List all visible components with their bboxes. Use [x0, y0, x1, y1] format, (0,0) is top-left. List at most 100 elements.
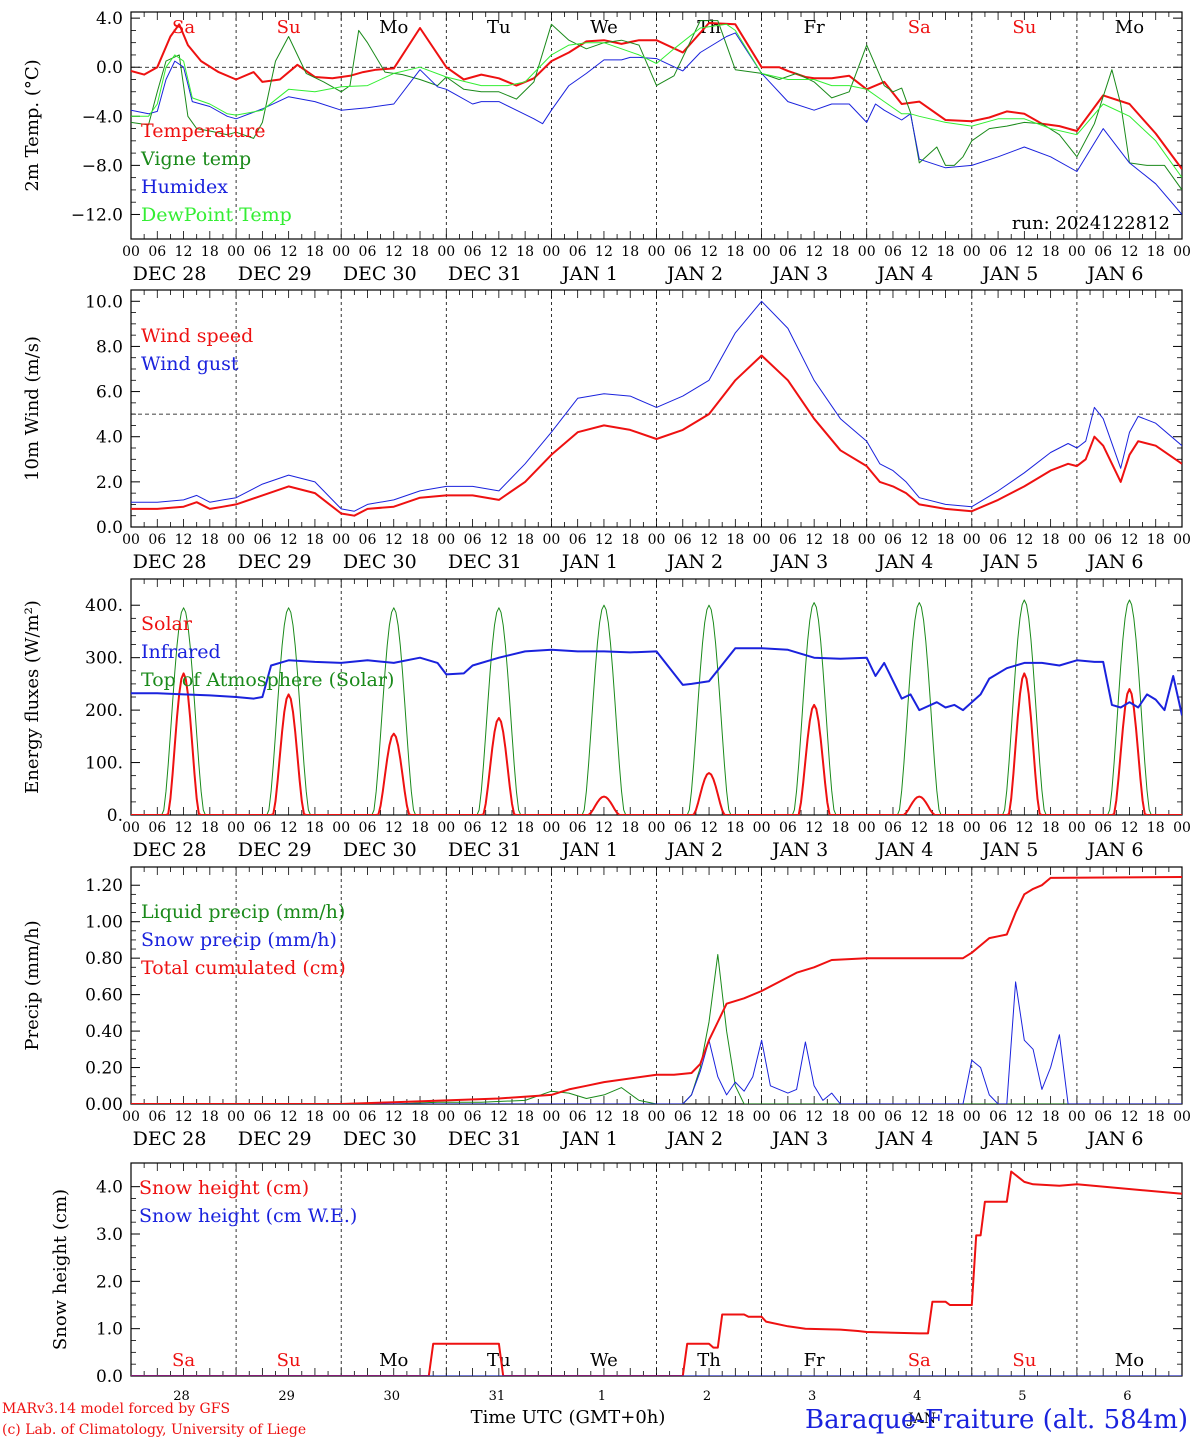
panel-2: 0.0 2.0 4.0 6.0 8.0 10.0 10m Wind (m/s) 00 06 12 1…	[22, 289, 1191, 573]
date-label: JAN 4	[875, 263, 933, 285]
hour-label: 12	[595, 1109, 613, 1125]
hour-label: 06	[148, 1109, 166, 1125]
hour-label: 06	[779, 244, 797, 260]
hour-label: 06	[779, 820, 797, 836]
y-tick-label: 4.0	[96, 428, 123, 448]
hour-label: 00	[648, 244, 666, 260]
hour-label: 12	[490, 532, 508, 548]
hour-label: 18	[726, 1109, 744, 1125]
hour-label: 18	[726, 532, 744, 548]
hour-label: 12	[805, 1109, 823, 1125]
hour-label: 06	[253, 1109, 271, 1125]
hour-label: 06	[779, 532, 797, 548]
y-tick-label: 0.40	[85, 1022, 123, 1042]
date-label: DEC 31	[448, 839, 522, 861]
series-line-1	[131, 954, 1182, 1104]
hour-label: 18	[621, 244, 639, 260]
y-axis-label: Energy fluxes (W/m²)	[22, 600, 43, 794]
y-tick-label: 2.0	[96, 1272, 123, 1292]
day-number-label: 31	[489, 1389, 506, 1404]
hour-label: 06	[674, 244, 692, 260]
hour-label: 06	[464, 532, 482, 548]
y-tick-label: −4.0	[82, 107, 123, 127]
hour-label: 06	[359, 532, 377, 548]
dow-label: Th	[697, 1350, 721, 1371]
hour-label: 12	[175, 820, 193, 836]
dow-label: Sa	[908, 1350, 931, 1371]
hour-label: 00	[858, 244, 876, 260]
dow-label: Mo	[379, 17, 408, 38]
hour-label: 18	[1042, 1109, 1060, 1125]
hour-label: 06	[674, 820, 692, 836]
legend-entry: Snow precip (mm/h)	[141, 929, 337, 951]
dow-label: Mo	[1115, 1350, 1144, 1371]
month-overlay: JAN	[906, 1411, 936, 1427]
hour-label: 06	[464, 244, 482, 260]
hour-label: 00	[963, 820, 981, 836]
hour-label: 12	[1121, 1109, 1139, 1125]
date-label: JAN 2	[665, 1128, 723, 1150]
hour-label: 12	[1015, 532, 1033, 548]
hour-label: 00	[332, 820, 350, 836]
series-group	[131, 300, 1182, 517]
hour-label: 06	[989, 532, 1007, 548]
hour-label: 06	[569, 244, 587, 260]
hour-label: 06	[148, 244, 166, 260]
date-label: JAN 1	[560, 1128, 618, 1150]
y-axis-label: 2m Temp. (°C)	[22, 59, 43, 191]
y-tick-label: 0.00	[85, 1095, 123, 1115]
legend-entry: Infrared	[141, 641, 221, 663]
date-label: DEC 28	[133, 1128, 207, 1150]
date-label: DEC 30	[343, 551, 417, 573]
hour-label: 18	[306, 244, 324, 260]
dow-label: Mo	[1115, 17, 1144, 38]
y-tick-label: 400.	[85, 596, 123, 616]
hour-label: 12	[385, 532, 403, 548]
series-group	[131, 599, 1182, 815]
hour-label: 12	[805, 820, 823, 836]
hour-label: 00	[332, 244, 350, 260]
hour-label: 12	[805, 532, 823, 548]
date-label: DEC 29	[238, 839, 312, 861]
hour-label: 12	[490, 244, 508, 260]
hour-label: 00	[437, 820, 455, 836]
hour-label: 18	[832, 244, 850, 260]
hour-label: 06	[464, 1109, 482, 1125]
hour-label: 18	[937, 532, 955, 548]
hour-label: 00	[437, 244, 455, 260]
hour-label: 18	[516, 244, 534, 260]
day-number-label: 30	[383, 1389, 400, 1404]
hour-label: 12	[280, 532, 298, 548]
hour-label: 00	[963, 532, 981, 548]
hour-label: 18	[726, 244, 744, 260]
hour-label: 06	[674, 532, 692, 548]
hour-label: 18	[411, 1109, 429, 1125]
date-label: JAN 1	[560, 551, 618, 573]
time-axis-label: Time UTC (GMT+0h)	[471, 1407, 666, 1428]
day-number-label: 2	[703, 1389, 711, 1404]
date-label: JAN 6	[1085, 1128, 1143, 1150]
hour-label: 06	[253, 532, 271, 548]
date-label: DEC 30	[343, 839, 417, 861]
hour-label: 06	[464, 820, 482, 836]
y-tick-label: 100.	[85, 754, 123, 774]
date-label: JAN 3	[770, 839, 828, 861]
hour-label: 06	[1094, 820, 1112, 836]
day-number-label: 6	[1123, 1389, 1131, 1404]
dow-label: Su	[1012, 1350, 1036, 1371]
date-label: DEC 30	[343, 1128, 417, 1150]
hour-label: 06	[148, 820, 166, 836]
dow-label: Sa	[172, 17, 195, 38]
series-line-1	[131, 599, 1182, 815]
hour-label: 06	[989, 820, 1007, 836]
date-label: JAN 5	[980, 839, 1038, 861]
y-tick-label: 0.	[107, 806, 123, 826]
hour-label: 12	[595, 532, 613, 548]
y-tick-label: 2.0	[96, 473, 123, 493]
hour-label: 00	[963, 244, 981, 260]
legend-entry: Total cumulated (cm)	[141, 957, 346, 979]
y-tick-label: 0.60	[85, 986, 123, 1006]
series-group	[131, 876, 1182, 1104]
hour-label: 00	[1068, 532, 1086, 548]
hour-label: 12	[700, 532, 718, 548]
